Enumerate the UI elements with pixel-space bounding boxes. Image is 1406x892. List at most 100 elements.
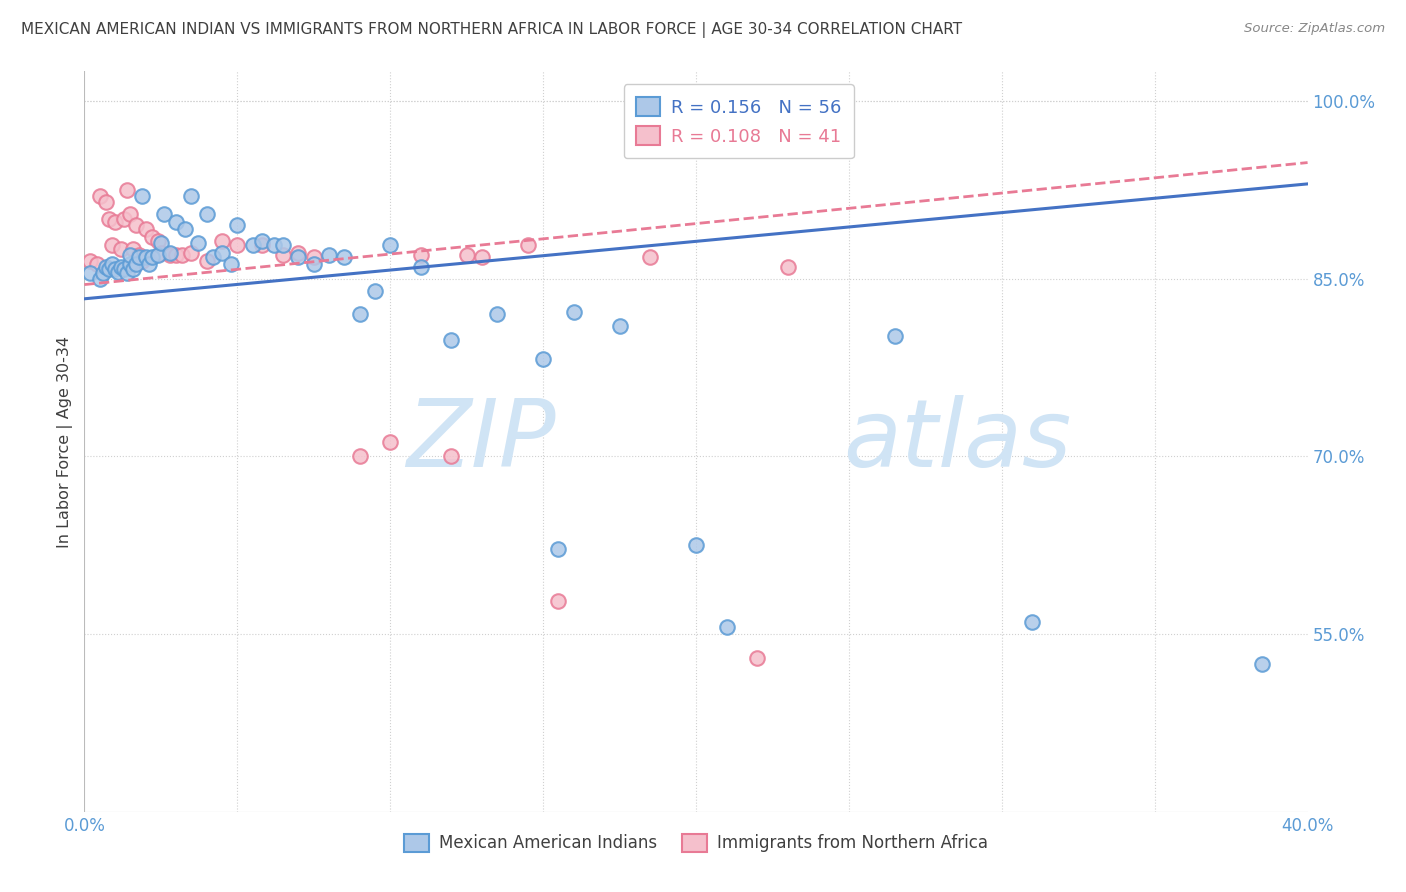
Point xyxy=(562,305,585,319)
Point xyxy=(149,236,172,251)
Point xyxy=(125,219,148,233)
Point xyxy=(409,248,432,262)
Point xyxy=(685,538,707,552)
Text: atlas: atlas xyxy=(842,395,1071,486)
Point xyxy=(153,206,176,220)
Point xyxy=(211,234,233,248)
Point xyxy=(110,242,132,256)
Point xyxy=(776,260,799,274)
Point xyxy=(883,328,905,343)
Point xyxy=(122,242,145,256)
Point xyxy=(91,266,114,280)
Point xyxy=(263,238,285,252)
Point xyxy=(165,215,187,229)
Point xyxy=(287,245,309,260)
Text: Source: ZipAtlas.com: Source: ZipAtlas.com xyxy=(1244,22,1385,36)
Point xyxy=(104,262,127,277)
Point xyxy=(174,222,197,236)
Point xyxy=(1021,615,1043,630)
Point xyxy=(250,234,273,248)
Point xyxy=(97,212,120,227)
Point xyxy=(211,245,233,260)
Point xyxy=(89,271,111,285)
Point xyxy=(242,238,264,252)
Point xyxy=(112,212,135,227)
Point xyxy=(471,250,494,264)
Point xyxy=(219,257,242,271)
Point xyxy=(101,238,124,252)
Point xyxy=(86,257,108,271)
Legend: Mexican American Indians, Immigrants from Northern Africa: Mexican American Indians, Immigrants fro… xyxy=(398,827,994,859)
Point xyxy=(79,253,101,268)
Point xyxy=(120,206,142,220)
Point xyxy=(318,248,340,262)
Point xyxy=(128,248,150,262)
Point xyxy=(716,620,738,634)
Point xyxy=(333,250,356,264)
Point xyxy=(302,250,325,264)
Point xyxy=(79,266,101,280)
Point xyxy=(141,250,163,264)
Point xyxy=(195,253,218,268)
Point xyxy=(201,250,224,264)
Point xyxy=(159,248,181,262)
Point xyxy=(112,262,135,277)
Text: ZIP: ZIP xyxy=(406,395,555,486)
Point xyxy=(349,450,371,464)
Point xyxy=(141,230,163,244)
Point xyxy=(138,257,160,271)
Point xyxy=(110,260,132,274)
Point xyxy=(271,248,294,262)
Point xyxy=(104,215,127,229)
Point xyxy=(172,248,194,262)
Point xyxy=(120,248,142,262)
Point xyxy=(122,262,145,277)
Point xyxy=(131,253,153,268)
Point xyxy=(409,260,432,274)
Point xyxy=(107,264,129,278)
Point xyxy=(89,188,111,202)
Point xyxy=(115,183,138,197)
Point xyxy=(94,260,117,274)
Point xyxy=(1250,657,1272,671)
Point xyxy=(609,319,631,334)
Point xyxy=(516,238,538,252)
Point xyxy=(531,352,554,367)
Point xyxy=(128,250,150,264)
Point xyxy=(159,245,181,260)
Point xyxy=(547,594,569,608)
Point xyxy=(440,450,463,464)
Point xyxy=(440,333,463,347)
Point xyxy=(180,245,202,260)
Point xyxy=(287,250,309,264)
Point xyxy=(226,238,249,252)
Point xyxy=(364,284,387,298)
Point xyxy=(302,257,325,271)
Point xyxy=(226,219,249,233)
Point xyxy=(349,307,371,321)
Point xyxy=(547,541,569,556)
Point xyxy=(97,262,120,277)
Point xyxy=(380,435,402,450)
Point xyxy=(131,188,153,202)
Point xyxy=(186,236,208,251)
Point xyxy=(195,206,218,220)
Point xyxy=(271,238,294,252)
Point xyxy=(638,250,661,264)
Point xyxy=(486,307,509,321)
Point xyxy=(135,222,157,236)
Point xyxy=(120,257,142,271)
Point xyxy=(146,234,169,248)
Point xyxy=(149,245,172,260)
Point xyxy=(135,250,157,264)
Point xyxy=(94,194,117,209)
Y-axis label: In Labor Force | Age 30-34: In Labor Force | Age 30-34 xyxy=(58,335,73,548)
Point xyxy=(165,248,187,262)
Point xyxy=(125,257,148,271)
Point xyxy=(380,238,402,252)
Point xyxy=(101,257,124,271)
Point xyxy=(456,248,478,262)
Point xyxy=(146,248,169,262)
Point xyxy=(747,650,769,665)
Text: MEXICAN AMERICAN INDIAN VS IMMIGRANTS FROM NORTHERN AFRICA IN LABOR FORCE | AGE : MEXICAN AMERICAN INDIAN VS IMMIGRANTS FR… xyxy=(21,22,962,38)
